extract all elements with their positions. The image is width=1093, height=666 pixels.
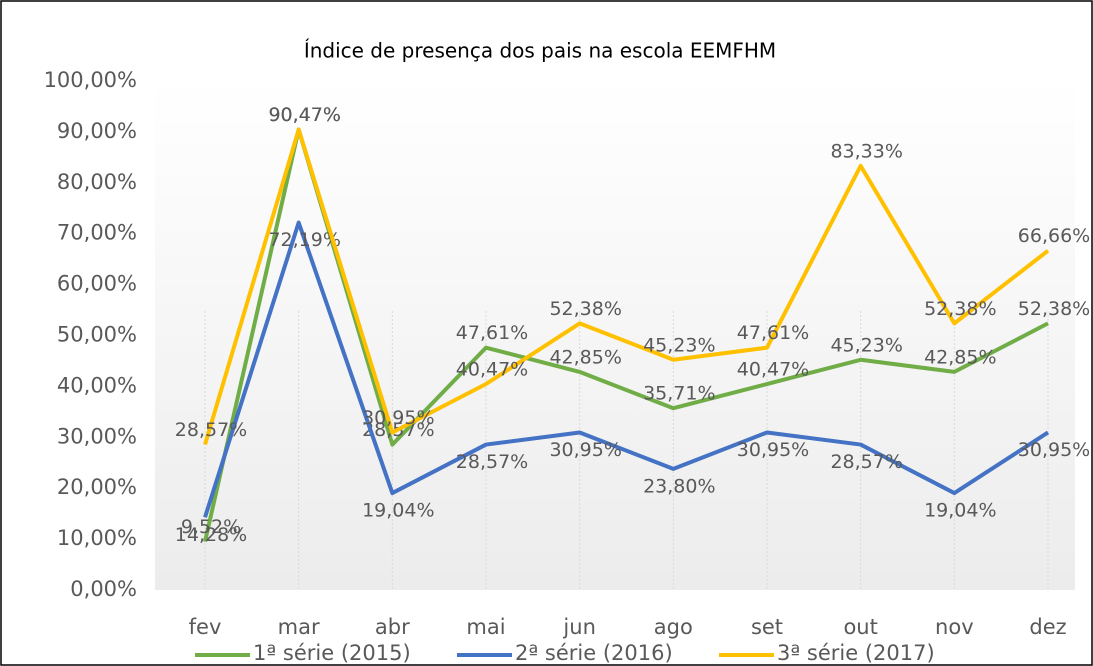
data-label: 90,47% xyxy=(268,104,340,126)
data-label: 40,47% xyxy=(737,359,809,381)
data-label: 42,85% xyxy=(549,346,621,368)
y-tick-label: 40,00% xyxy=(57,373,137,397)
data-label: 45,23% xyxy=(643,334,715,356)
data-label: 52,38% xyxy=(1018,298,1090,320)
data-label: 28,57% xyxy=(175,419,247,441)
x-tick-label: out xyxy=(843,615,877,639)
data-label: 30,95% xyxy=(737,439,809,461)
data-label: 66,66% xyxy=(1018,225,1090,247)
x-tick-label: mar xyxy=(278,615,320,639)
x-tick-label: abr xyxy=(375,615,410,639)
x-tick-label: set xyxy=(751,615,783,639)
data-label: 52,38% xyxy=(924,298,996,320)
y-tick-label: 30,00% xyxy=(57,424,137,448)
data-label: 14,28% xyxy=(175,524,247,546)
legend-label: 2ª série (2016) xyxy=(515,641,673,665)
data-label: 28,57% xyxy=(830,451,902,473)
legend-label: 3ª série (2017) xyxy=(777,641,935,665)
data-label: 28,57% xyxy=(456,451,528,473)
data-label: 9,52% xyxy=(181,516,241,538)
y-tick-label: 90,00% xyxy=(57,119,137,143)
data-label: 45,23% xyxy=(830,334,902,356)
data-label: 30,95% xyxy=(362,407,434,429)
y-tick-label: 50,00% xyxy=(57,323,137,347)
y-tick-label: 100,00% xyxy=(44,68,137,92)
y-tick-label: 0,00% xyxy=(70,577,137,601)
y-tick-label: 70,00% xyxy=(57,221,137,245)
x-tick-label: nov xyxy=(935,615,974,639)
data-label: 35,71% xyxy=(643,383,715,405)
chart-title: Índice de presença dos pais na escola EE… xyxy=(304,39,776,63)
data-label: 90,47% xyxy=(268,104,340,126)
data-label: 47,61% xyxy=(737,322,809,344)
series-line xyxy=(203,127,1050,446)
data-label: 30,95% xyxy=(1018,439,1090,461)
data-label: 40,47% xyxy=(456,359,528,381)
data-label: 47,61% xyxy=(456,322,528,344)
data-label: 42,85% xyxy=(924,346,996,368)
data-label: 52,38% xyxy=(549,298,621,320)
y-tick-label: 60,00% xyxy=(57,272,137,296)
data-label: 30,95% xyxy=(549,439,621,461)
data-label: 19,04% xyxy=(924,500,996,522)
legend-label: 1ª série (2015) xyxy=(253,641,411,665)
x-tick-label: jun xyxy=(562,615,595,639)
x-tick-label: ago xyxy=(654,615,693,639)
x-tick-label: fev xyxy=(189,615,222,639)
y-tick-label: 80,00% xyxy=(57,170,137,194)
data-label: 19,04% xyxy=(362,500,434,522)
x-tick-label: mai xyxy=(466,615,505,639)
data-label: 72,19% xyxy=(268,229,340,251)
y-tick-label: 10,00% xyxy=(57,526,137,550)
series-line xyxy=(203,220,1050,518)
data-label: 23,80% xyxy=(643,475,715,497)
y-tick-label: 20,00% xyxy=(57,475,137,499)
data-label: 83,33% xyxy=(830,140,902,162)
x-tick-label: dez xyxy=(1029,615,1066,639)
